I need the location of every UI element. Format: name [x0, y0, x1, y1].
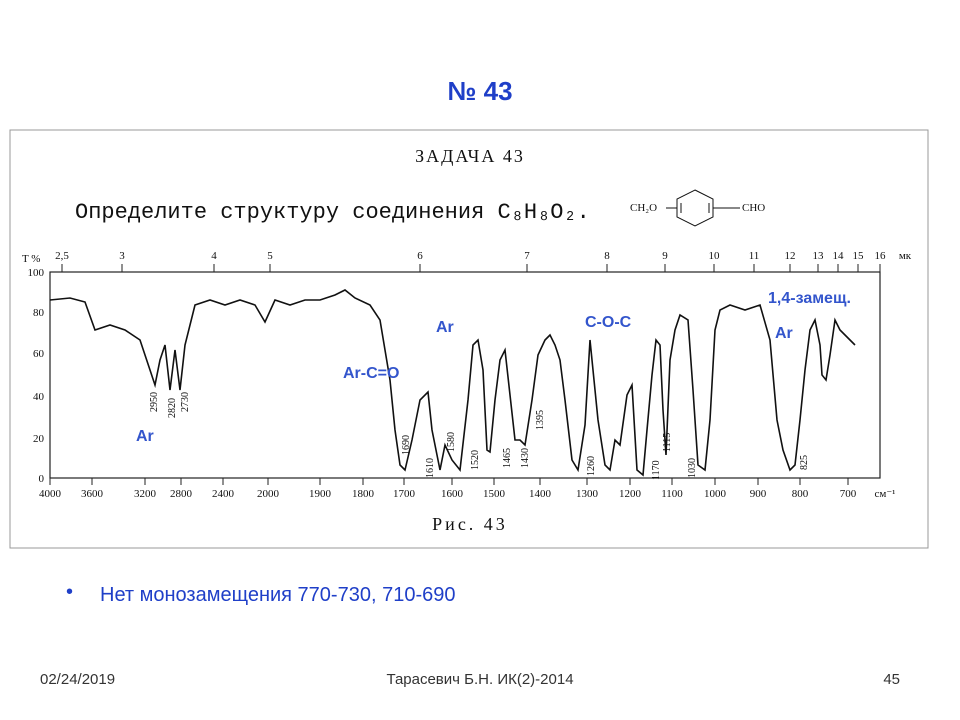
bottom-tick-label: 2800 [170, 488, 193, 500]
bottom-tick-label: 1500 [483, 488, 506, 500]
top-tick-label: 12 [785, 250, 796, 262]
annotation: 1,4-замещ. [768, 290, 851, 307]
footer-date: 02/24/2019 [40, 671, 115, 688]
left-tick-label: 20 [33, 433, 45, 445]
left-tick-label: 60 [33, 348, 45, 360]
bottom-tick-label: 1700 [393, 488, 416, 500]
top-tick-label: 16 [875, 250, 887, 262]
bullet-marker: • [66, 581, 73, 603]
scan-heading: ЗАДАЧА 43 [415, 146, 525, 166]
top-tick-label: 15 [853, 250, 865, 262]
peak-label: 1465 [502, 448, 513, 468]
benzene-ring [676, 189, 714, 227]
peak-label: 1430 [520, 448, 531, 468]
bottom-tick-label: 3200 [134, 488, 157, 500]
peak-label: 1610 [425, 458, 436, 478]
bottom-tick-label: 1800 [352, 488, 375, 500]
annotation: Ar-C=O [343, 365, 399, 382]
annotation: Ar [436, 319, 454, 336]
y-axis-title: T % [22, 253, 40, 265]
left-tick-label: 100 [28, 267, 45, 279]
bottom-tick-label: 1100 [661, 488, 683, 500]
left-tick-label: 80 [33, 307, 45, 319]
footer-page: 45 [883, 671, 900, 688]
bottom-tick-label: 1900 [309, 488, 332, 500]
bottom-tick-label: 700 [840, 488, 857, 500]
scan-task: Определите структуру соединения C₈H₈O₂. [75, 200, 590, 225]
annotation: Ar [136, 428, 154, 445]
top-tick-label: 2,5 [55, 250, 69, 262]
footer-author: Тарасевич Б.Н. ИК(2)-2014 [386, 671, 573, 688]
peak-label: 1030 [687, 458, 698, 478]
bottom-tick-label: 1600 [441, 488, 464, 500]
annotation: Ar [775, 325, 793, 342]
left-tick-label: 40 [33, 391, 45, 403]
bottom-tick-label: 2400 [212, 488, 235, 500]
bottom-tick-label: 2000 [257, 488, 280, 500]
top-tick-label: 13 [813, 250, 825, 262]
top-tick-label: 3 [119, 250, 125, 262]
peak-label: 2950 [149, 392, 160, 412]
bottom-tick-label: см⁻¹ [875, 488, 896, 500]
peak-label: 1115 [662, 433, 673, 452]
top-tick-label: 6 [417, 250, 423, 262]
peak-label: 2730 [180, 392, 191, 412]
annotation: C-O-C [585, 314, 632, 331]
left-tick-label: 0 [39, 473, 45, 485]
bottom-tick-label: 1300 [576, 488, 599, 500]
top-tick-label: 4 [211, 250, 217, 262]
plot-frame [49, 271, 881, 479]
top-tick-label: 9 [662, 250, 668, 262]
structure: CH₂O CHO [630, 189, 765, 227]
top-tick-label: 5 [267, 250, 273, 262]
top-tick-label: 8 [604, 250, 610, 262]
peak-label: 1520 [470, 450, 481, 470]
bottom-tick-label: 1200 [619, 488, 642, 500]
bottom-tick-label: 900 [750, 488, 767, 500]
top-tick-label: 11 [749, 250, 760, 262]
peak-label: 825 [799, 455, 810, 470]
structure-right: CHO [742, 202, 765, 214]
spectrum-curve [49, 289, 856, 477]
peak-label: 2820 [167, 398, 178, 418]
structure-left: CH₂O [630, 202, 657, 214]
bottom-tick-label: 800 [792, 488, 809, 500]
top-tick-label: мк [899, 250, 912, 262]
peak-label: 1395 [535, 410, 546, 430]
scan-caption: Рис. 43 [432, 514, 508, 534]
peak-label: 1580 [446, 432, 457, 452]
peak-label: 1690 [401, 435, 412, 455]
peak-label: 1260 [586, 456, 597, 476]
bottom-tick-label: 3600 [81, 488, 104, 500]
bullet-text: Нет монозамещения 770-730, 710-690 [100, 584, 455, 606]
bottom-tick-label: 4000 [39, 488, 62, 500]
top-tick-label: 14 [833, 250, 845, 262]
top-tick-label: 10 [709, 250, 721, 262]
bottom-tick-label: 1000 [704, 488, 727, 500]
peak-label: 1170 [651, 460, 662, 480]
top-tick-label: 7 [524, 250, 530, 262]
slide-title: № 43 [447, 76, 512, 106]
bottom-tick-label: 1400 [529, 488, 552, 500]
